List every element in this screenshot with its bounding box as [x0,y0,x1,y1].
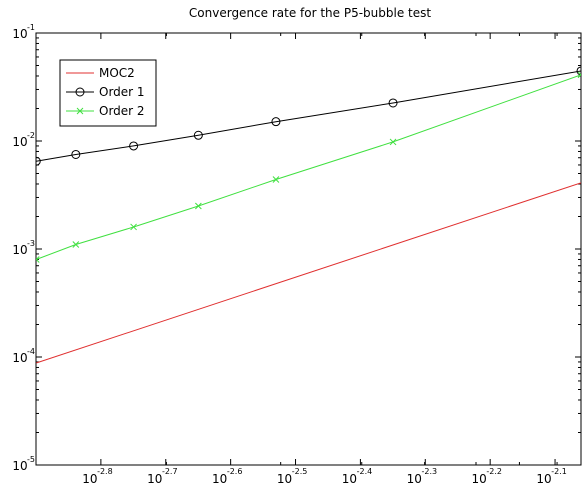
x-tick-label-base: 10 [277,472,292,486]
data-point [389,138,397,146]
data-point [577,71,581,79]
legend-label: Order 1 [99,85,145,99]
y-tick-label-exp: -4 [27,347,35,356]
legend: MOC2 Order 1 Order 2 [59,59,157,127]
data-point [130,223,137,231]
y-tick-label-base: 10 [12,459,27,473]
data-point [195,202,202,210]
y-tick-label-base: 10 [12,135,27,149]
data-point [36,256,40,263]
y-tick-label-exp: -2 [27,131,35,140]
legend-label: MOC2 [99,66,135,80]
chart-title: Convergence rate for the P5-bubble test [189,6,431,20]
legend-label: Order 2 [99,104,145,118]
data-point [193,130,203,140]
x-tick-label-exp: -2.2 [486,467,502,476]
data-point [388,98,398,108]
series-line-moc2 [36,182,581,364]
y-tick-label-base: 10 [12,243,27,257]
legend-marker [75,87,85,97]
data-point [576,66,581,76]
x-tick-label-exp: -2.5 [292,467,308,476]
x-tick-label-base: 10 [82,472,97,486]
x-tick-label-exp: -2.4 [357,467,373,476]
x-tick-label-exp: -2.3 [421,467,437,476]
data-point [272,176,280,183]
x-tick-label-exp: -2.6 [227,467,243,476]
x-tick-label-base: 10 [342,472,357,486]
x-tick-label-exp: -2.8 [97,467,113,476]
y-tick-label-exp: -3 [27,239,35,248]
data-point [71,149,81,159]
data-point [36,156,41,166]
x-tick-label-base: 10 [472,472,487,486]
y-tick-label-base: 10 [12,351,27,365]
data-point [271,117,281,127]
y-tick-label-exp: -1 [27,23,35,32]
x-tick-label-base: 10 [407,472,422,486]
series-line-order-1 [36,70,581,162]
x-tick-label-base: 10 [536,472,551,486]
y-tick-label-exp: -5 [27,455,35,464]
series-layer [36,66,581,364]
legend-marker [76,107,84,115]
x-tick-label-base: 10 [147,472,162,486]
x-tick-label-base: 10 [212,472,227,486]
data-point [72,241,80,248]
data-point [129,141,139,151]
axes: 10-2.810-2.710-2.610-2.510-2.410-2.310-2… [12,23,581,486]
y-tick-label-base: 10 [12,27,27,41]
x-tick-label-exp: -2.7 [162,467,178,476]
x-tick-label-exp: -2.1 [551,467,567,476]
